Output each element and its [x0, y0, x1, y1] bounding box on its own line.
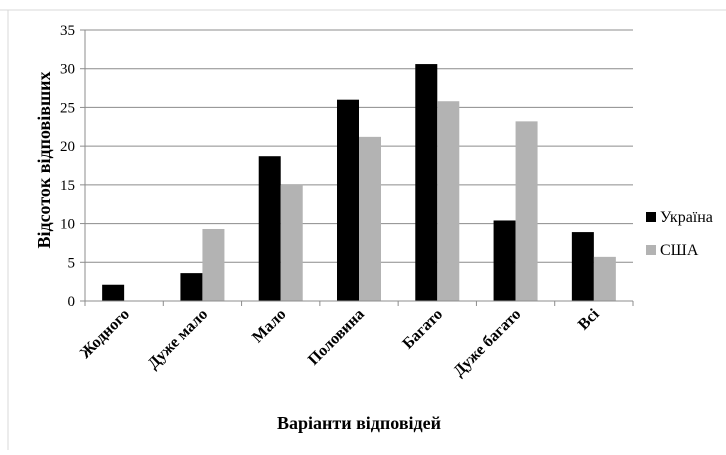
x-category-label: Мало: [249, 306, 289, 346]
bar-usa-2: [280, 184, 303, 301]
y-tick-labels: 0 5 10 15 20 25 30 35: [60, 23, 75, 310]
bar-usa-5: [515, 121, 538, 301]
y-tick-label: 5: [68, 255, 76, 271]
bar-ukraine-2: [258, 156, 281, 301]
x-category-label: Жодного: [77, 306, 133, 362]
legend-label-usa: США: [660, 242, 699, 259]
legend-swatch-ukraine: [646, 212, 656, 222]
bar-ukraine-3: [337, 99, 359, 301]
legend-swatch-usa: [646, 245, 656, 255]
y-tick-label: 20: [60, 139, 75, 155]
x-category-labels: Жодного Дуже мало Мало Половина Багато Дуже б…: [77, 305, 603, 379]
bars: [102, 64, 616, 301]
bar-ukraine-1: [180, 273, 203, 301]
x-category-label: Дуже мало: [145, 306, 212, 373]
bar-usa-6: [593, 256, 616, 301]
x-category-label: Половина: [305, 306, 368, 369]
x-category-label: Дуже багато: [450, 306, 524, 380]
x-category-label: Всі: [575, 305, 603, 333]
bar-ukraine-6: [571, 232, 594, 301]
axes: [84, 30, 634, 306]
y-tick-label: 10: [60, 217, 75, 233]
y-tick-label: 0: [68, 294, 76, 310]
bar-usa-4: [437, 101, 460, 301]
legend-label-ukraine: Україна: [660, 209, 713, 226]
bar-usa-3: [359, 136, 381, 301]
y-tick-label: 35: [60, 23, 75, 39]
y-axis-title: Відсоток відповівших: [34, 71, 54, 248]
bar-ukraine-5: [493, 220, 516, 301]
y-tick-label: 30: [60, 62, 75, 78]
y-tick-label: 25: [60, 100, 75, 116]
legend: Україна США: [646, 209, 713, 259]
bar-ukraine-4: [415, 64, 438, 301]
x-category-label: Багато: [399, 306, 446, 353]
y-tick-label: 15: [60, 178, 75, 194]
x-axis-title: Варіанти відповідей: [277, 413, 441, 433]
bar-usa-1: [202, 228, 225, 301]
bar-ukraine-0: [102, 284, 125, 301]
